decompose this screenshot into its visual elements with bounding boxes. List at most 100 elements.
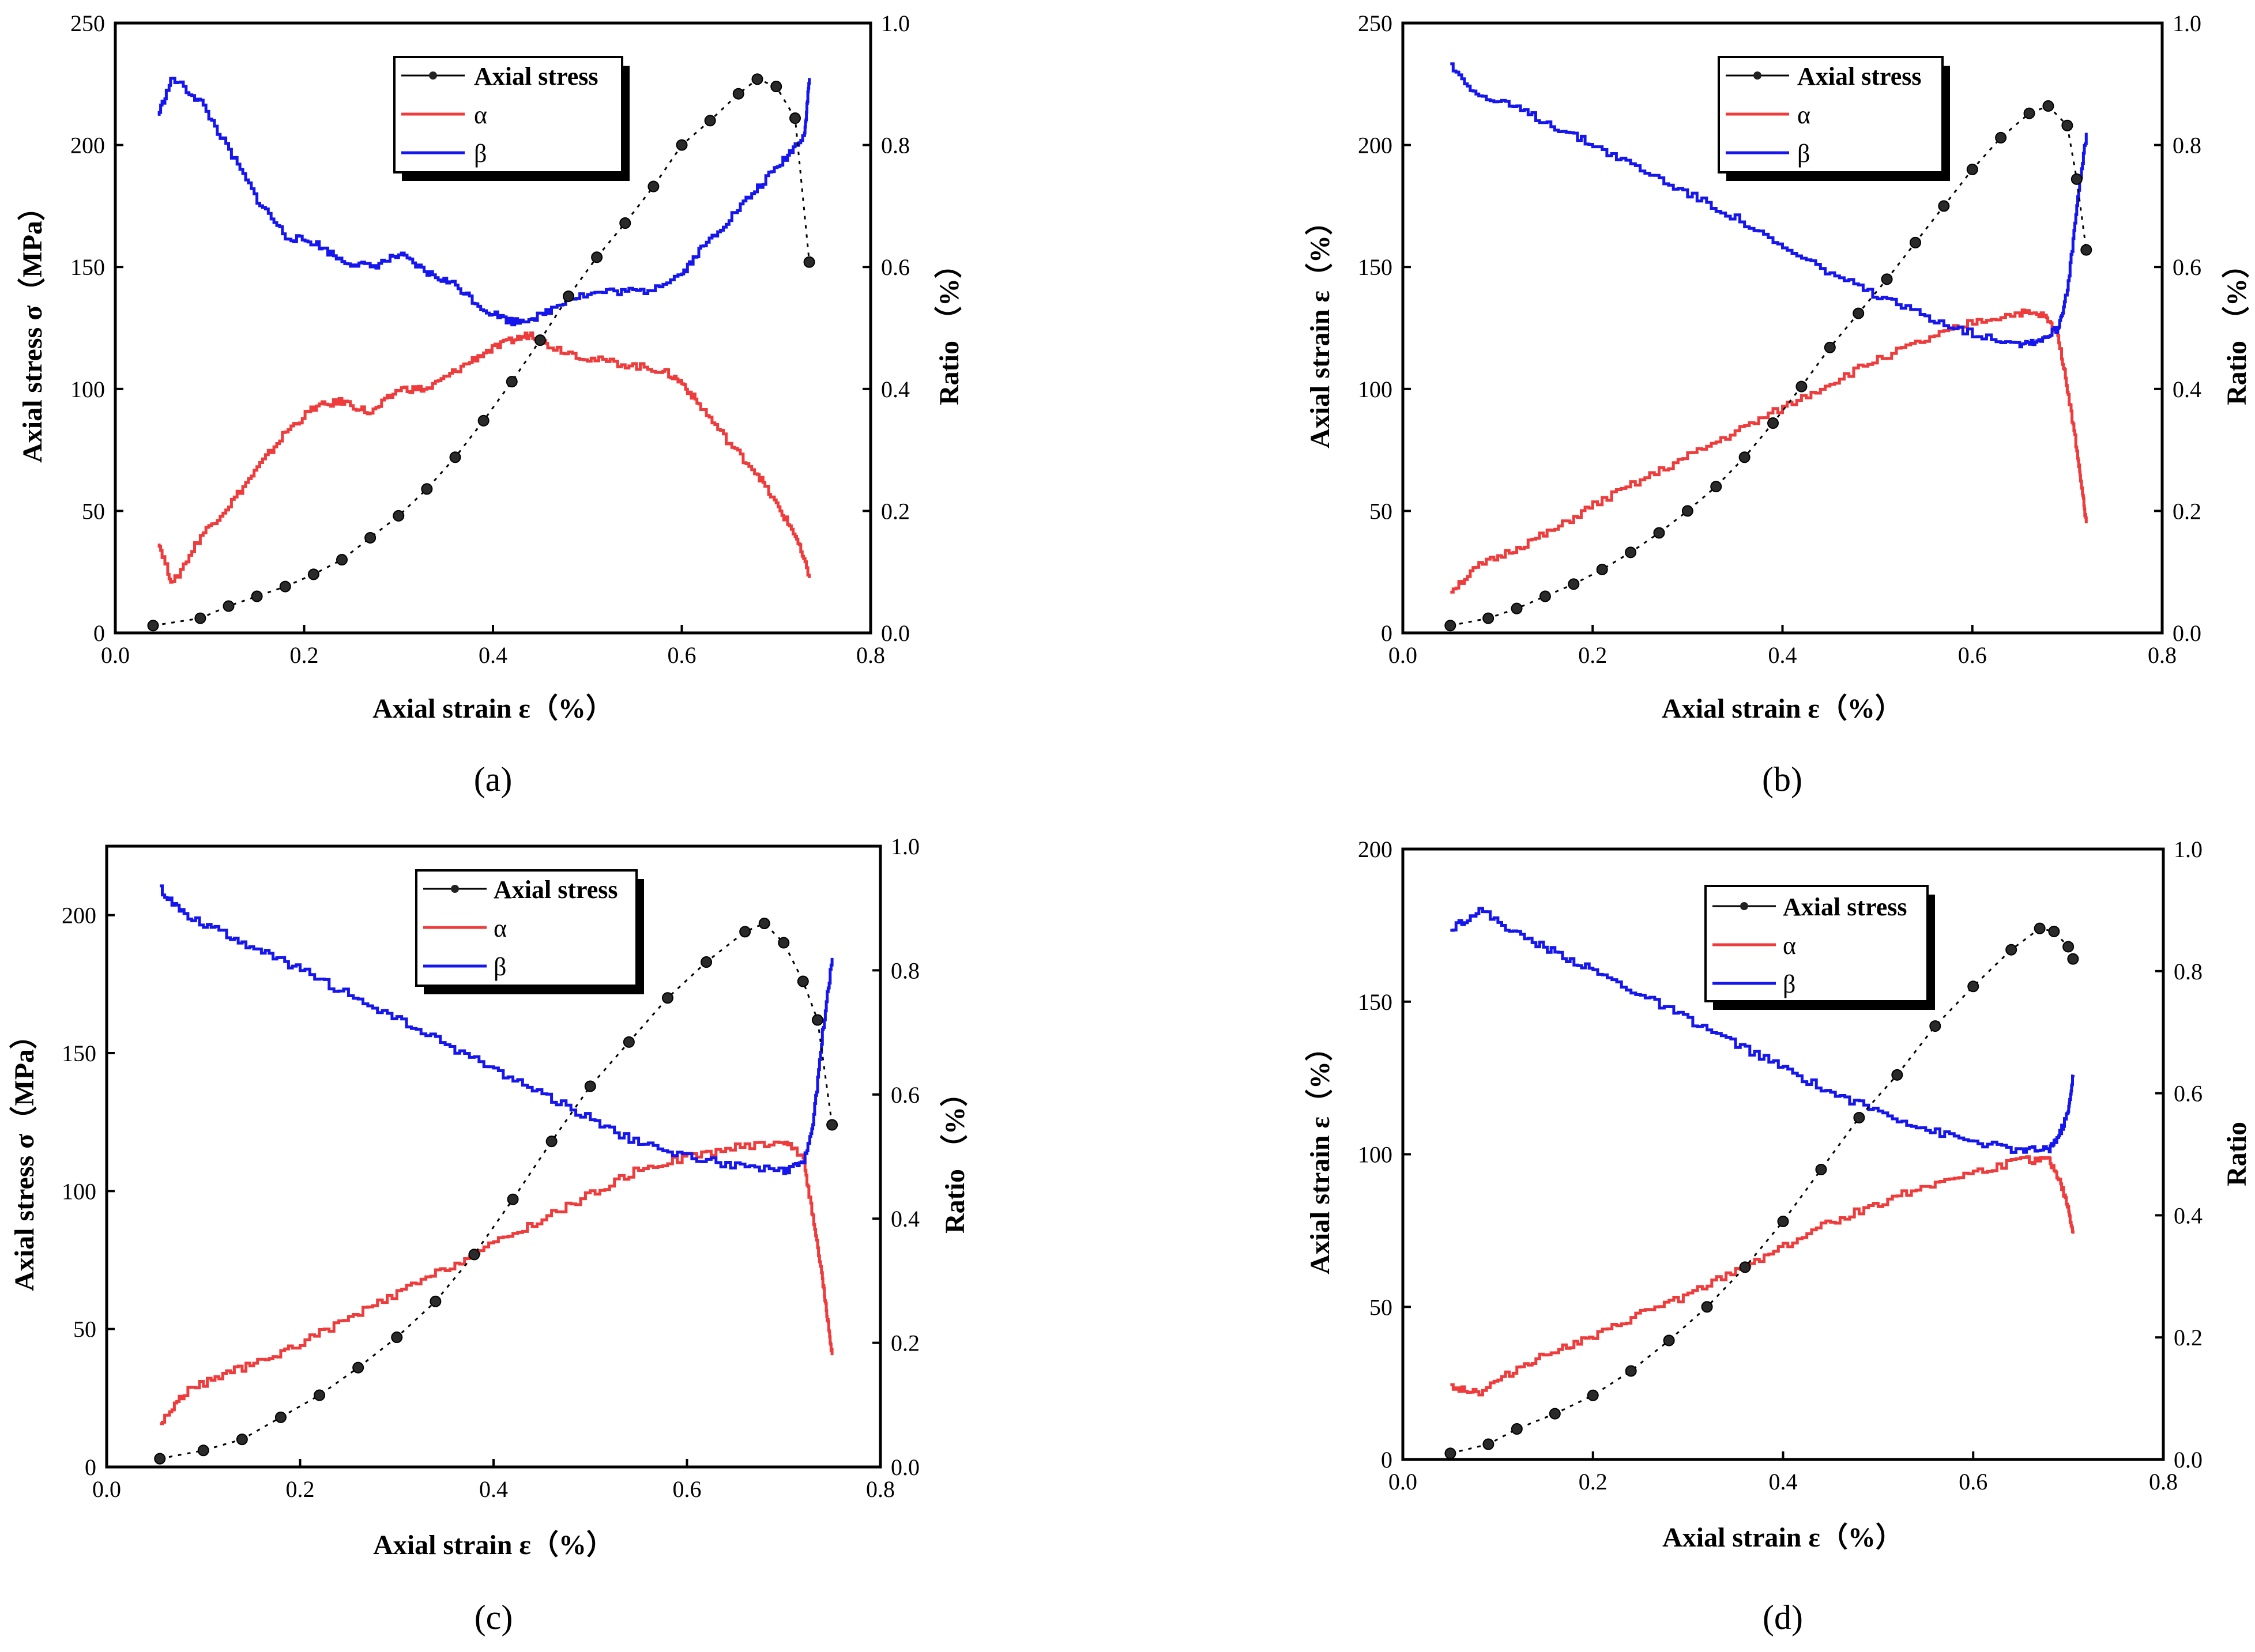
- legend-label-beta: β: [1783, 970, 1795, 998]
- left-tick-label: 200: [1358, 836, 1392, 862]
- axial-stress-point: [1482, 612, 1494, 624]
- axial-stress-point: [154, 1453, 166, 1465]
- axial-stress-point: [2080, 244, 2092, 256]
- panel-d-x-axis-title: Axial strain ε（%）: [1662, 1522, 1903, 1553]
- axial-stress-point: [591, 251, 603, 263]
- axial-stress-point: [770, 81, 782, 93]
- axial-stress-point: [307, 568, 319, 580]
- axial-stress-point: [393, 510, 405, 522]
- right-tick-label: 0.0: [881, 620, 910, 646]
- right-tick-label: 0.4: [2174, 1202, 2203, 1228]
- alpha-series-line: [157, 331, 811, 584]
- x-tick-label: 0.2: [290, 642, 319, 668]
- left-tick-label: 0: [93, 620, 105, 646]
- legend-axial-stress-marker: [1740, 902, 1748, 910]
- legend-label-alpha: α: [494, 914, 507, 942]
- axial-stress-point: [2062, 941, 2075, 953]
- legend-label-axial-stress: Axial stress: [1783, 893, 1907, 921]
- axial-stress-point: [1738, 451, 1750, 463]
- x-tick-label: 0.2: [286, 1476, 315, 1502]
- axial-stress-point: [751, 73, 763, 85]
- right-tick-label: 0.8: [2173, 133, 2201, 159]
- x-tick-label: 0.6: [1959, 1469, 1987, 1495]
- x-tick-label: 0.8: [856, 642, 885, 668]
- panel-c-left-axis-title: Axial stress σ（MPa）: [9, 1021, 40, 1291]
- axial-stress-point: [506, 376, 518, 388]
- right-tick-label: 0.8: [891, 957, 920, 983]
- x-tick-label: 0.8: [866, 1476, 895, 1502]
- x-tick-label: 0.8: [2148, 642, 2177, 668]
- left-tick-label: 150: [1358, 254, 1392, 280]
- alpha-series-line: [1450, 308, 2088, 594]
- axial-stress-point: [1653, 527, 1665, 539]
- x-tick-label: 0.6: [668, 642, 697, 668]
- left-tick-label: 250: [1358, 10, 1392, 36]
- x-tick-label: 0.0: [1388, 642, 1417, 668]
- axial-stress-point: [1625, 546, 1637, 559]
- left-tick-label: 50: [82, 498, 105, 524]
- axial-stress-point: [1511, 1423, 1523, 1435]
- axial-stress-point: [274, 1411, 287, 1423]
- panel-a: 0.0 0.2 0.4 0.6 0.8 0 50 100 150 200 250 0.0 0.2 0.4 0…: [17, 10, 965, 798]
- axial-stress-point: [1853, 307, 1865, 319]
- left-tick-label: 0: [85, 1454, 96, 1480]
- right-tick-label: 0.8: [2174, 959, 2203, 985]
- right-tick-label: 0.4: [2173, 376, 2201, 402]
- right-tick-label: 0.2: [891, 1330, 920, 1356]
- left-tick-label: 200: [62, 903, 96, 929]
- axial-stress-point: [1777, 1215, 1789, 1227]
- legend-label-axial-stress: Axial stress: [1797, 62, 1922, 90]
- axial-stress-point: [778, 937, 790, 949]
- alpha-series-line: [160, 1140, 834, 1425]
- panel-c-legend: Axial stress α β: [415, 869, 644, 994]
- axial-stress-point: [279, 580, 291, 593]
- axial-stress-point: [2005, 944, 2017, 956]
- right-tick-label: 0.2: [2174, 1325, 2203, 1351]
- axial-stress-connector-line: [1450, 927, 2074, 1454]
- axial-stress-point: [1596, 563, 1608, 575]
- axial-stress-point: [563, 290, 574, 302]
- panel-b-right-axis-title: Ratio （%）: [2222, 251, 2252, 405]
- axial-stress-point: [2023, 107, 2035, 119]
- left-tick-label: 100: [62, 1178, 96, 1204]
- axial-stress-point: [352, 1361, 364, 1374]
- left-tick-label: 200: [70, 133, 105, 159]
- right-tick-label: 0.4: [891, 1206, 920, 1232]
- x-tick-label: 0.0: [1388, 1469, 1417, 1495]
- panel-b-caption: (b): [1762, 760, 1802, 798]
- left-tick-label: 100: [70, 376, 105, 402]
- axial-stress-point: [223, 600, 235, 612]
- legend-label-alpha: α: [1797, 101, 1810, 129]
- axial-stress-point: [197, 1444, 209, 1457]
- axial-stress-point: [1891, 1069, 1903, 1081]
- axial-stress-point: [1701, 1301, 1713, 1313]
- axial-stress-point: [803, 256, 815, 268]
- axial-stress-point: [314, 1389, 326, 1401]
- axial-stress-point: [676, 139, 688, 151]
- axial-stress-point: [826, 1119, 838, 1131]
- left-tick-label: 50: [73, 1317, 96, 1342]
- right-tick-label: 0.2: [881, 498, 910, 524]
- axial-stress-point: [732, 88, 744, 100]
- right-tick-label: 0.8: [881, 133, 910, 159]
- legend-label-beta: β: [494, 953, 506, 981]
- axial-stress-point: [421, 483, 433, 495]
- x-tick-label: 0.0: [101, 642, 130, 668]
- axial-stress-point: [364, 531, 377, 544]
- x-tick-label: 0.4: [479, 642, 507, 668]
- axial-stress-point: [336, 554, 348, 566]
- axial-stress-point: [739, 926, 751, 938]
- x-tick-label: 0.4: [1768, 642, 1797, 668]
- panel-a-left-axis-title: Axial stress σ（MPa）: [17, 193, 48, 463]
- axial-stress-point: [797, 975, 809, 987]
- axial-stress-point: [2067, 953, 2079, 965]
- axial-stress-point: [545, 1136, 558, 1148]
- axial-stress-point: [661, 992, 673, 1004]
- right-tick-label: 0.2: [2173, 498, 2201, 524]
- legend-axial-stress-marker: [451, 885, 459, 893]
- x-tick-label: 0.6: [673, 1476, 702, 1502]
- axial-stress-point: [1625, 1365, 1637, 1377]
- left-tick-label: 50: [1369, 1294, 1392, 1320]
- axial-stress-point: [1568, 578, 1580, 590]
- right-tick-label: 1.0: [891, 833, 920, 859]
